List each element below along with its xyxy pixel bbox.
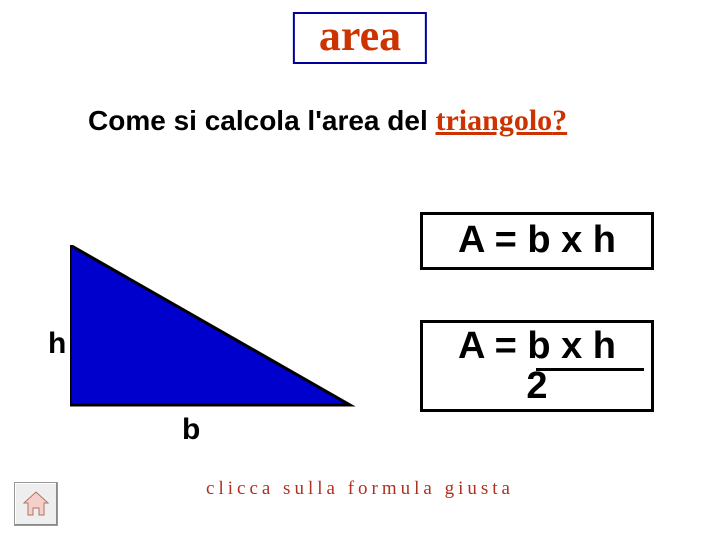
title-box: area xyxy=(293,12,427,64)
triangle-link[interactable]: triangolo xyxy=(436,104,553,137)
formula-1-text: A = b x h xyxy=(458,219,616,261)
title-text: area xyxy=(319,11,401,60)
label-h: h xyxy=(48,327,66,361)
formula-2-line1: A = b x h xyxy=(458,325,616,367)
triangle-diagram: h b xyxy=(48,245,358,425)
question-text: Come si calcola l'area del triangolo? xyxy=(88,104,567,138)
instruction-text: clicca sulla formula giusta xyxy=(206,478,514,500)
fraction-bar xyxy=(536,368,644,371)
formula-option-2[interactable]: A = b x h 2 xyxy=(420,320,654,412)
question-prefix: Come si calcola l'area del xyxy=(88,105,436,136)
home-button[interactable] xyxy=(14,482,58,526)
home-icon xyxy=(21,489,51,519)
question-suffix: ? xyxy=(552,104,567,137)
label-b: b xyxy=(182,413,200,447)
triangle-shape xyxy=(70,245,358,415)
formula-2-line1-wrap: A = b x h xyxy=(458,327,616,367)
formula-option-1[interactable]: A = b x h xyxy=(420,212,654,270)
triangle-polygon xyxy=(70,245,350,405)
formula-2-line2: 2 xyxy=(441,367,633,407)
